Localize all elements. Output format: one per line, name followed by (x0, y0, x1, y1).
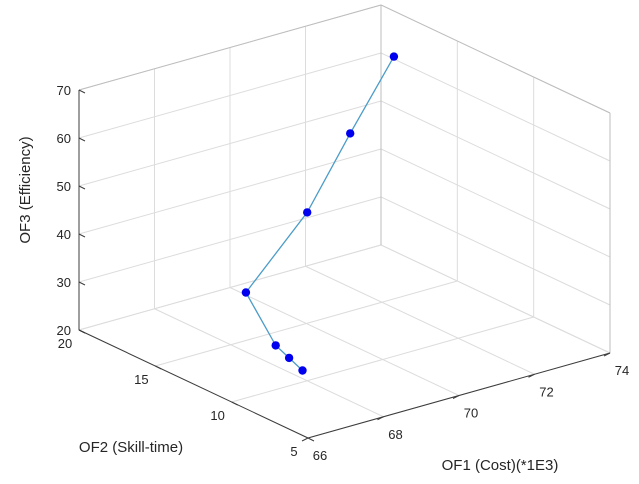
x-tick-label: 70 (464, 406, 478, 421)
data-point (284, 353, 294, 363)
z-tick-label: 40 (57, 227, 71, 242)
z-tick-mark (78, 281, 86, 286)
y-tick-label: 20 (58, 336, 72, 351)
z-tick-label: 50 (57, 179, 71, 194)
box-edge (78, 4, 382, 91)
x-tick-label: 74 (615, 363, 629, 378)
data-point (298, 366, 307, 375)
side-wall-gridline-z (380, 244, 611, 354)
side-wall-gridline-z (380, 100, 611, 210)
z-tick-mark (78, 89, 86, 94)
x-tick-label: 66 (313, 448, 327, 463)
y-tick-mark (155, 365, 162, 370)
y-tick-mark (231, 401, 238, 406)
side-wall-gridline-z (380, 148, 611, 258)
x-tick-mark (603, 352, 611, 357)
z-tick-mark (78, 233, 86, 238)
x-tick-mark (377, 416, 384, 421)
series-layer (241, 52, 399, 375)
back-wall-gridline-z (78, 52, 382, 139)
z-tick-mark (78, 185, 86, 190)
data-point (346, 129, 355, 138)
side-wall-gridline-z (380, 52, 611, 162)
z-tick-mark (78, 329, 86, 334)
z-tick-label: 60 (57, 131, 71, 146)
z-axis-label: OF3 (Efficiency) (17, 136, 34, 243)
box-edge (380, 4, 611, 114)
y-tick-label: 10 (210, 408, 224, 423)
x-tick-label: 72 (539, 384, 553, 399)
z-tick-label: 70 (57, 83, 71, 98)
data-point (389, 52, 399, 61)
z-tick-label: 20 (57, 323, 71, 338)
x-tick-label: 68 (388, 427, 402, 442)
z-tick-mark (78, 137, 86, 142)
x-tick-mark (528, 373, 535, 378)
axis-layer (78, 89, 611, 442)
floor-gridline-y (155, 280, 458, 367)
back-wall-gridline-z (78, 244, 382, 331)
floor-gridline-x (305, 265, 535, 375)
grid-layer (78, 4, 611, 439)
y-axis-line (78, 329, 309, 439)
y-tick-label: 5 (290, 444, 297, 459)
y-axis-label: OF2 (Skill-time) (79, 439, 183, 456)
x-tick-mark (452, 395, 460, 399)
floor-gridline-y (231, 316, 534, 403)
z-tick-label: 30 (57, 275, 71, 290)
data-point (271, 341, 280, 350)
floor-gridline-x (229, 287, 460, 396)
data-point (303, 208, 312, 217)
back-wall-gridline-z (78, 148, 382, 235)
back-wall-gridline-z (78, 100, 382, 187)
y-tick-label: 15 (134, 372, 148, 387)
data-point (241, 288, 251, 297)
x-tick-mark (301, 437, 309, 442)
back-wall-gridline-z (78, 196, 382, 283)
x-axis-label: OF1 (Cost)(*1E3) (442, 457, 559, 474)
floor-gridline-x (154, 308, 384, 418)
side-wall-gridline-z (380, 196, 611, 306)
y-tick-mark (307, 437, 315, 442)
